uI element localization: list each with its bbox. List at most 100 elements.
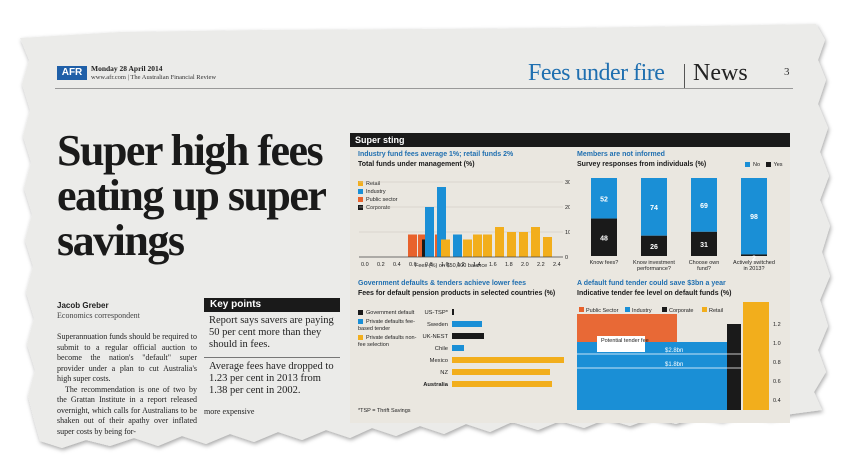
chart2-value-yes: 48 — [600, 235, 608, 242]
legend-label: Corporate — [366, 205, 391, 211]
chart1-bar — [507, 232, 516, 257]
chart1-ytick: 0 — [565, 255, 568, 261]
legend-label: Retail — [366, 181, 381, 187]
chart1-bar — [408, 234, 417, 257]
chart2-bar-yes — [691, 231, 717, 256]
article-headline: Super high fees eating up super savings — [57, 126, 326, 265]
chart1-bar — [543, 237, 552, 257]
chart2-bar-yes — [741, 254, 767, 256]
legend-fee-tender: Private defaults fee-based tender — [358, 319, 420, 333]
article-body: Superannuation funds should be required … — [57, 332, 197, 437]
legend-retail: Retail — [709, 308, 723, 314]
chart1-ytick: 30 — [565, 180, 570, 186]
chart1-xlabel: Fees (%) on $50,000 balance — [415, 263, 488, 269]
chart1-bar — [495, 227, 504, 257]
byline-role: Economics correspondent — [57, 311, 140, 320]
chart2-legend: No Yes — [745, 162, 783, 168]
chart3-bar — [452, 357, 564, 363]
key-points-divider — [204, 357, 340, 358]
savings-high-label: $2.8bn — [665, 348, 683, 354]
legend-swatch — [358, 181, 363, 187]
area-industry — [577, 342, 727, 410]
chart1-xtick: 1.6 — [489, 262, 497, 268]
article-continuation: more expensive — [204, 407, 255, 416]
chart4-ytick: 1.0 — [773, 341, 781, 347]
chart1-subtitle: Industry fund fees average 1%; retail fu… — [358, 151, 514, 158]
legend-swatch-industry — [625, 307, 630, 312]
legend-industry: Industry — [632, 308, 652, 314]
chart1-bar — [531, 227, 540, 257]
chart2-category-label: performance? — [637, 266, 671, 272]
chart1-gridlines — [359, 181, 563, 233]
chart2-value-yes: 31 — [700, 242, 708, 249]
chart1-bar — [441, 239, 450, 257]
chart1-title: Total funds under management (%) — [358, 161, 475, 168]
chart2-value-yes: 26 — [650, 244, 658, 251]
afr-logo: AFR — [57, 66, 87, 80]
chart1-xtick: 1.2 — [457, 262, 465, 268]
legend-corporate: Corporate — [358, 204, 398, 212]
chart1-bar — [453, 234, 462, 257]
chart2-value-no: 69 — [700, 203, 708, 210]
annotation-box — [597, 336, 645, 352]
chart4-ytick: 1.2 — [773, 322, 781, 328]
chart4-title: Indicative tender fee level on default f… — [577, 290, 732, 297]
chart3-subtitle: Government defaults & tenders achieve lo… — [358, 280, 527, 287]
chart3-country-label: Chile — [435, 346, 448, 352]
legend-swatch — [358, 335, 363, 341]
chart4-ytick: 0.4 — [773, 398, 781, 404]
chart3-legend: Government default Private defaults fee-… — [358, 310, 420, 349]
key-points-heading: Key points — [204, 298, 340, 312]
chart1-legend: Retail Industry Public sector Corporate — [358, 180, 398, 212]
legend-label: Industry — [366, 189, 386, 195]
chart4-subtitle: A default fund tender could save $3bn a … — [577, 280, 726, 287]
legend-swatch — [765, 162, 771, 168]
chart3-title: Fees for default pension products in sel… — [358, 290, 556, 297]
chart1-xtick: 0.0 — [361, 262, 369, 268]
legend-swatch-retail — [702, 307, 707, 312]
chart2-bar-no — [591, 178, 617, 219]
chart2-value-no: 74 — [650, 205, 658, 212]
legend-swatch — [358, 310, 363, 316]
chart1-xtick: 0.6 — [409, 262, 417, 268]
chart3-footnote: *TSP = Thrift Savings — [358, 408, 411, 414]
article-paragraph-1: Superannuation funds should be required … — [57, 332, 197, 383]
chart2-value-no: 98 — [750, 214, 758, 221]
legend-retail: Retail — [358, 180, 398, 188]
chart3-bar — [452, 309, 454, 315]
key-point-2: Average fees have dropped to 1.23 per ce… — [209, 361, 334, 396]
chart2-bar-yes — [591, 218, 617, 256]
chart2-category-label: Choose own — [689, 260, 720, 266]
chart1-xtick: 2.0 — [521, 262, 529, 268]
chart1-bar — [519, 232, 528, 257]
chart3-country-label: UK-NEST — [423, 334, 449, 340]
chart1-xtick: 2.4 — [553, 262, 561, 268]
legend-industry: Industry — [358, 188, 398, 196]
chart1-bar — [463, 239, 472, 257]
chart2-value-no: 52 — [600, 196, 608, 203]
chart3-bar — [452, 381, 552, 387]
savings-low-label: $1.8bn — [665, 362, 683, 368]
masthead-rule — [55, 88, 793, 89]
chart3-country-label: NZ — [440, 370, 448, 376]
legend-label-yes: Yes — [773, 162, 783, 168]
chart3-bar — [452, 369, 550, 375]
chart1-xtick: 0.8 — [425, 262, 433, 268]
chart3-country-label: Mexico — [430, 358, 448, 364]
legend-label: Government default — [366, 310, 415, 316]
chart2-title: Survey responses from individuals (%) — [577, 161, 707, 168]
legend-swatch-corporate — [662, 307, 667, 312]
chart2-category-label: fund? — [697, 266, 711, 272]
chart4-tender-fee: Public Sector Industry Corporate Retail … — [577, 302, 781, 410]
legend-swatch — [358, 319, 363, 325]
chart2-stacked-bars: 52 48 Know fees? 74 26 Know investmentperform… — [590, 178, 775, 272]
section-title: Fees under fire — [528, 60, 665, 86]
legend-government-default: Government default — [358, 310, 420, 317]
chart3-country-label: Sweden — [427, 322, 448, 328]
chart2-bar-no — [741, 178, 767, 255]
legend-label: Public sector — [366, 197, 398, 203]
area-retail — [743, 302, 769, 410]
chart4-ytick: 0.6 — [773, 379, 781, 385]
legend-non-fee: Private defaults non-fee selection — [358, 335, 420, 349]
legend-label: Private defaults fee-based tender — [358, 319, 415, 332]
